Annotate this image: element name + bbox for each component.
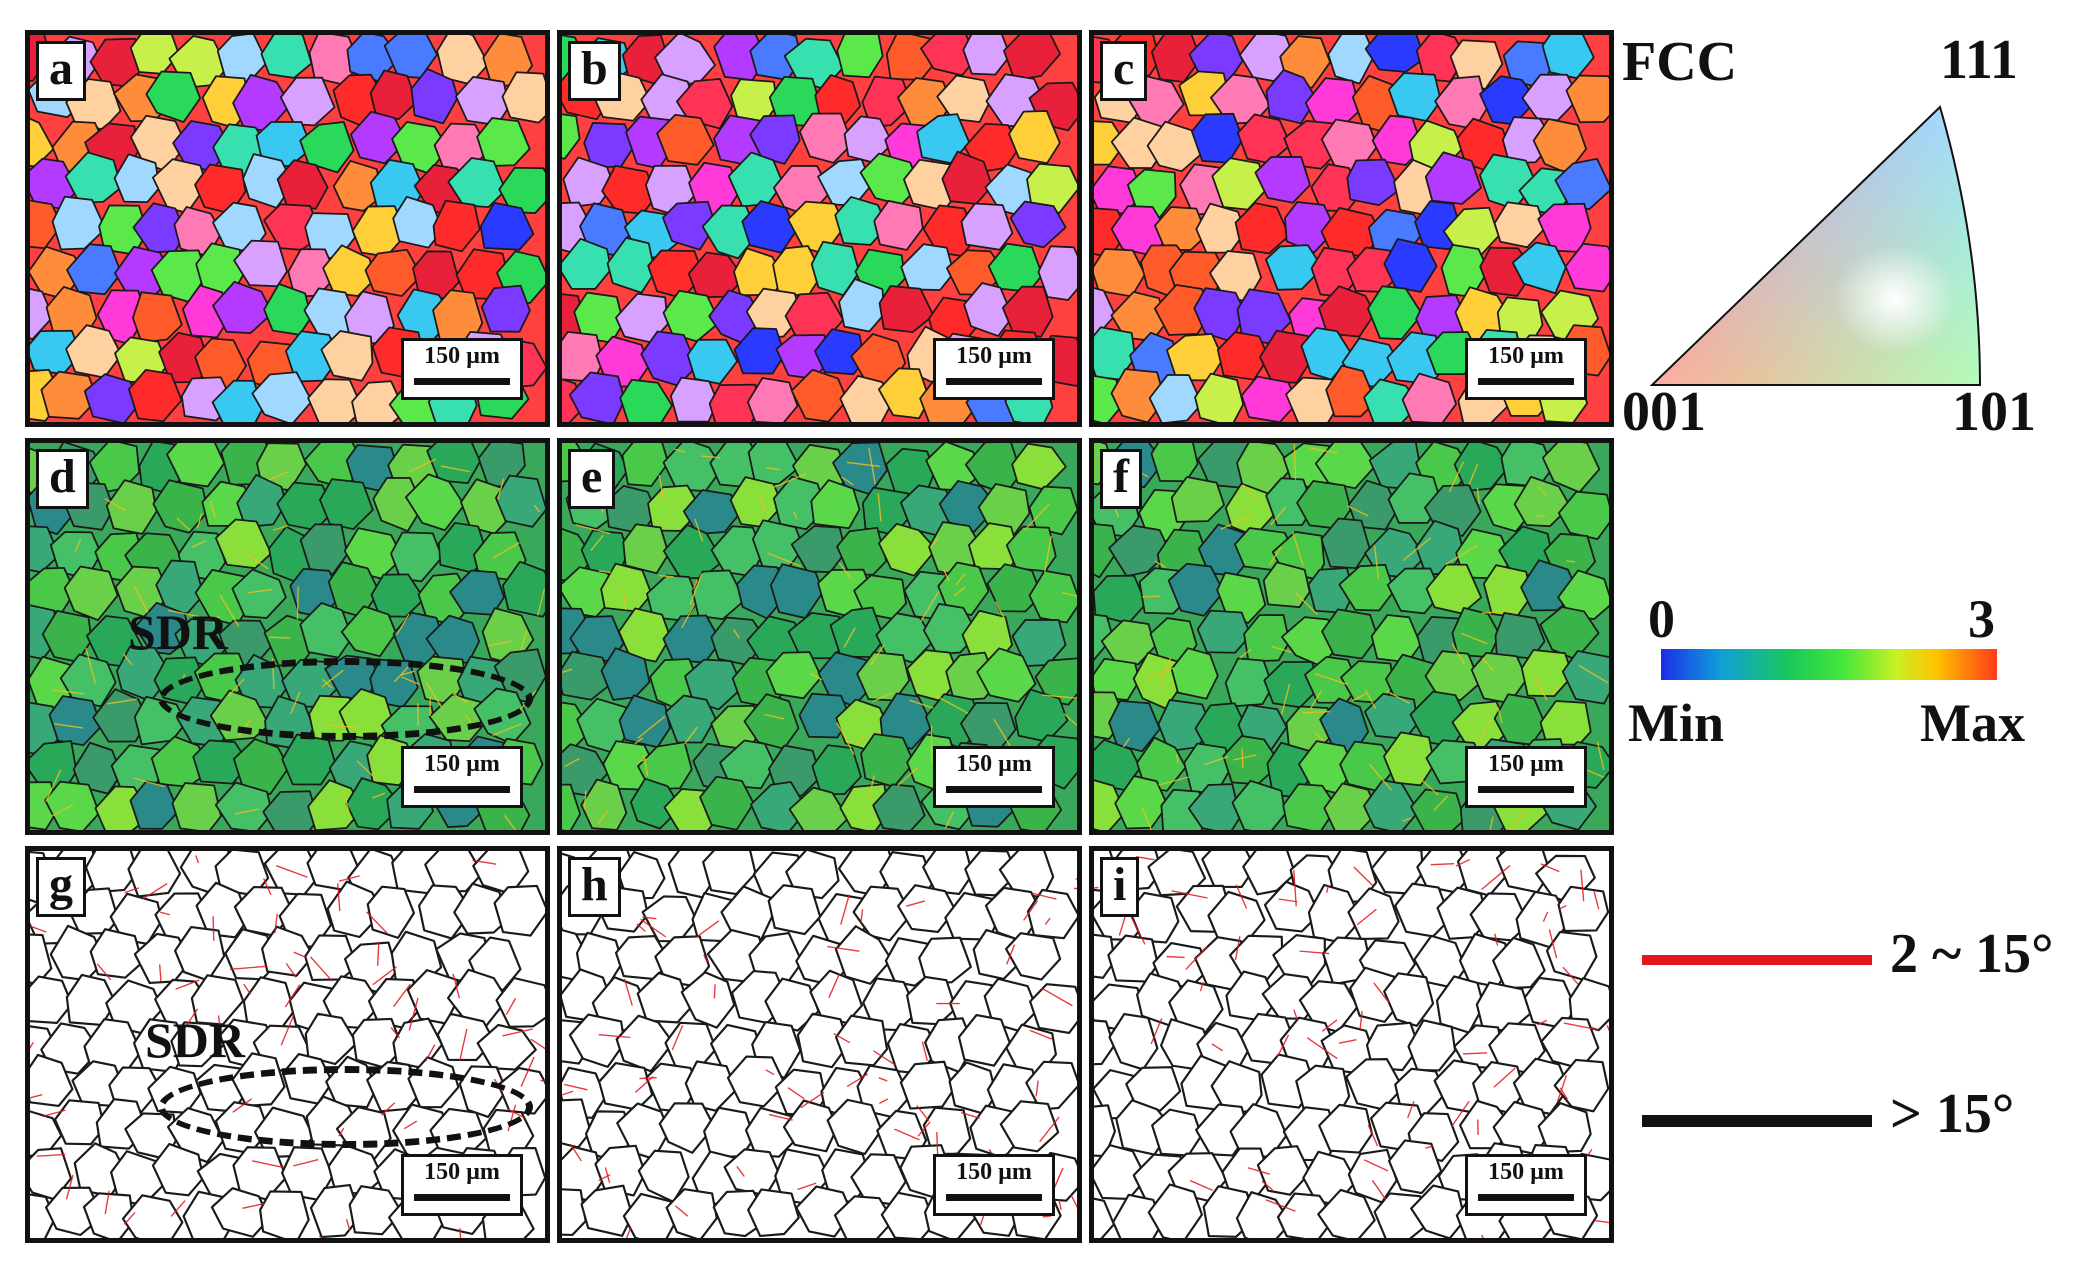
ipf-corner-101: 101 (1952, 381, 2036, 443)
panel-e: e 150 µm (557, 438, 1082, 835)
panel-g: g SDR 150 µm (25, 846, 550, 1243)
panel-label-a: a (36, 41, 86, 101)
colorbar-min-value: 0 (1648, 589, 1675, 649)
panel-i: i 150 µm (1089, 846, 1614, 1243)
sdr-label-g: SDR (145, 1012, 246, 1068)
ipf-corner-111: 111 (1940, 29, 2018, 91)
panel-f: f 150 µm (1089, 438, 1614, 835)
low-angle-label: 2 ~ 15° (1890, 923, 2054, 985)
scale-bar-c: 150 µm (1465, 338, 1587, 400)
scale-bar-i: 150 µm (1465, 1154, 1587, 1216)
panel-label-f: f (1100, 449, 1142, 509)
ipf-map-b (562, 35, 1077, 422)
colorbar-min-label: Min (1628, 693, 1725, 753)
ipf-title: FCC (1622, 31, 1738, 93)
gb-map-h (562, 851, 1077, 1238)
scale-bar-b: 150 µm (933, 338, 1055, 400)
ipf-map-c (1094, 35, 1609, 422)
ipf-triangle (1650, 105, 1982, 386)
panel-label-i: i (1100, 857, 1140, 917)
panel-label-e: e (568, 449, 616, 509)
scale-bar-f: 150 µm (1465, 746, 1587, 808)
scale-bar-e: 150 µm (933, 746, 1055, 808)
gb-map-i (1094, 851, 1609, 1238)
panel-d: d SDR 150 µm (25, 438, 550, 835)
scale-bar-h: 150 µm (933, 1154, 1055, 1216)
colorbar-max-label: Max (1920, 693, 2025, 753)
scale-bar-d: 150 µm (401, 746, 523, 808)
sdr-ellipse-d (158, 658, 533, 740)
colorbar-gradient (1661, 649, 1997, 680)
low-angle-line-sample (1642, 955, 1872, 965)
panel-label-d: d (36, 449, 89, 509)
high-angle-label: > 15° (1890, 1083, 2015, 1145)
panel-c: c 150 µm (1089, 30, 1614, 427)
panel-label-b: b (568, 41, 621, 101)
panel-label-g: g (36, 857, 86, 917)
scale-bar-a: 150 µm (401, 338, 523, 400)
ipf-corner-001: 001 (1622, 381, 1706, 443)
colorbar-max-value: 3 (1968, 589, 1995, 649)
scale-bar-g: 150 µm (401, 1154, 523, 1216)
panel-label-h: h (568, 857, 621, 917)
high-angle-line-sample (1642, 1115, 1872, 1127)
panel-b: b 150 µm (557, 30, 1082, 427)
panel-label-c: c (1100, 41, 1148, 101)
sdr-label-d: SDR (128, 604, 229, 660)
panel-a: a 150 µm (25, 30, 550, 427)
panel-h: h 150 µm (557, 846, 1082, 1243)
sdr-ellipse-g (158, 1066, 533, 1148)
